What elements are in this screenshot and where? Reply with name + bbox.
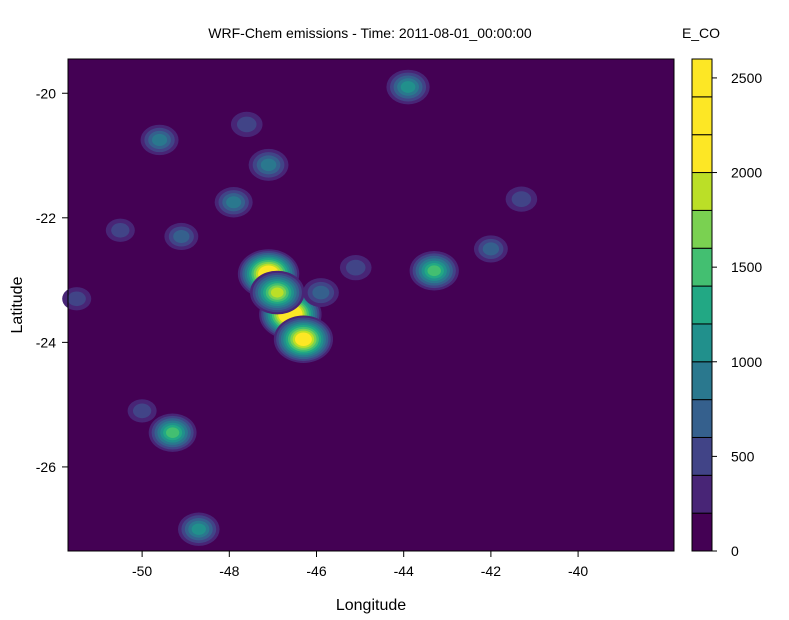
colorbar-tick-label: 2500 xyxy=(731,70,762,86)
colorbar-band xyxy=(691,361,713,401)
emission-hotspot xyxy=(248,148,289,181)
chart-title: WRF-Chem emissions - Time: 2011-08-01_00… xyxy=(208,25,532,41)
y-tick-label: -22 xyxy=(36,210,56,226)
emission-hotspot xyxy=(473,235,508,263)
emission-hotspot xyxy=(105,218,135,242)
colorbar-band xyxy=(691,436,713,476)
plot-frame xyxy=(67,58,675,552)
x-tick-label: -46 xyxy=(306,563,326,579)
emission-hotspot xyxy=(250,270,305,315)
colorbar-band xyxy=(691,512,713,552)
colorbar-tick-label: 2000 xyxy=(731,165,762,181)
emission-contour xyxy=(191,523,206,535)
emission-hotspot xyxy=(164,222,199,251)
plot-area xyxy=(62,58,675,552)
x-tick-label: -50 xyxy=(132,563,152,579)
emission-hotspot xyxy=(273,315,334,363)
x-tick-label: -40 xyxy=(568,563,588,579)
emission-contour xyxy=(297,334,310,345)
x-tick-label: -42 xyxy=(481,563,501,579)
colorbar-tick-label: 500 xyxy=(731,448,755,464)
colorbar-band xyxy=(691,134,713,174)
colorbar-tick-label: 0 xyxy=(731,543,739,559)
emission-contour xyxy=(226,196,242,209)
y-axis: -20 -22 -24 -26 xyxy=(36,85,68,475)
emission-hotspot xyxy=(505,186,538,212)
x-tick-label: -48 xyxy=(219,563,239,579)
emission-field xyxy=(62,69,538,546)
y-tick-label: -26 xyxy=(36,459,56,475)
colorbar-band xyxy=(691,172,713,211)
y-axis-label: Latitude xyxy=(9,276,26,333)
emission-hotspot xyxy=(140,124,179,156)
emission-contour xyxy=(345,259,366,276)
colorbar-band xyxy=(691,247,713,287)
colorbar-band xyxy=(691,323,713,363)
colorbar-band xyxy=(691,96,713,136)
colorbar-frame xyxy=(691,58,713,552)
emission-contour xyxy=(67,291,86,307)
colorbar-band xyxy=(691,399,713,438)
emission-contour xyxy=(111,222,130,238)
emission-hotspot xyxy=(386,69,430,105)
emission-contour xyxy=(427,265,441,277)
emission-contour xyxy=(132,403,152,419)
emission-contour xyxy=(270,287,284,298)
emission-contour xyxy=(400,81,416,93)
x-axis-label: Longitude xyxy=(336,597,406,614)
emission-hotspot xyxy=(177,512,220,546)
emission-hotspot xyxy=(127,399,157,423)
emission-contour xyxy=(482,242,500,256)
colorbar-band xyxy=(691,209,713,249)
colorbar-band xyxy=(691,58,713,98)
emission-hotspot xyxy=(230,111,263,138)
emission-hotspot xyxy=(302,278,339,307)
colorbar-tick-label: 1000 xyxy=(731,354,762,370)
emission-hotspot xyxy=(409,251,459,291)
emission-hotspot xyxy=(214,187,253,218)
x-tick-label: -44 xyxy=(394,563,414,579)
colorbar: 0 500 1000 1500 2000 2500 xyxy=(691,58,762,559)
emission-contour xyxy=(236,116,257,133)
emission-contour xyxy=(511,191,532,207)
y-tick-label: -20 xyxy=(36,85,56,101)
colorbar-band xyxy=(691,285,713,325)
emission-hotspot xyxy=(62,287,92,311)
x-axis: -50 -48 -46 -44 -42 -40 xyxy=(132,551,588,579)
emission-contour xyxy=(312,285,330,300)
emission-contour xyxy=(151,133,168,147)
emission-contour xyxy=(260,158,277,172)
emission-contour xyxy=(173,229,190,244)
y-tick-label: -24 xyxy=(36,334,56,350)
colorbar-tick-label: 1500 xyxy=(731,259,762,275)
emission-hotspot xyxy=(339,254,372,281)
emission-hotspot xyxy=(148,413,197,452)
emission-contour xyxy=(166,427,180,438)
colorbar-band xyxy=(691,474,713,514)
colorbar-title: E_CO xyxy=(682,25,720,41)
